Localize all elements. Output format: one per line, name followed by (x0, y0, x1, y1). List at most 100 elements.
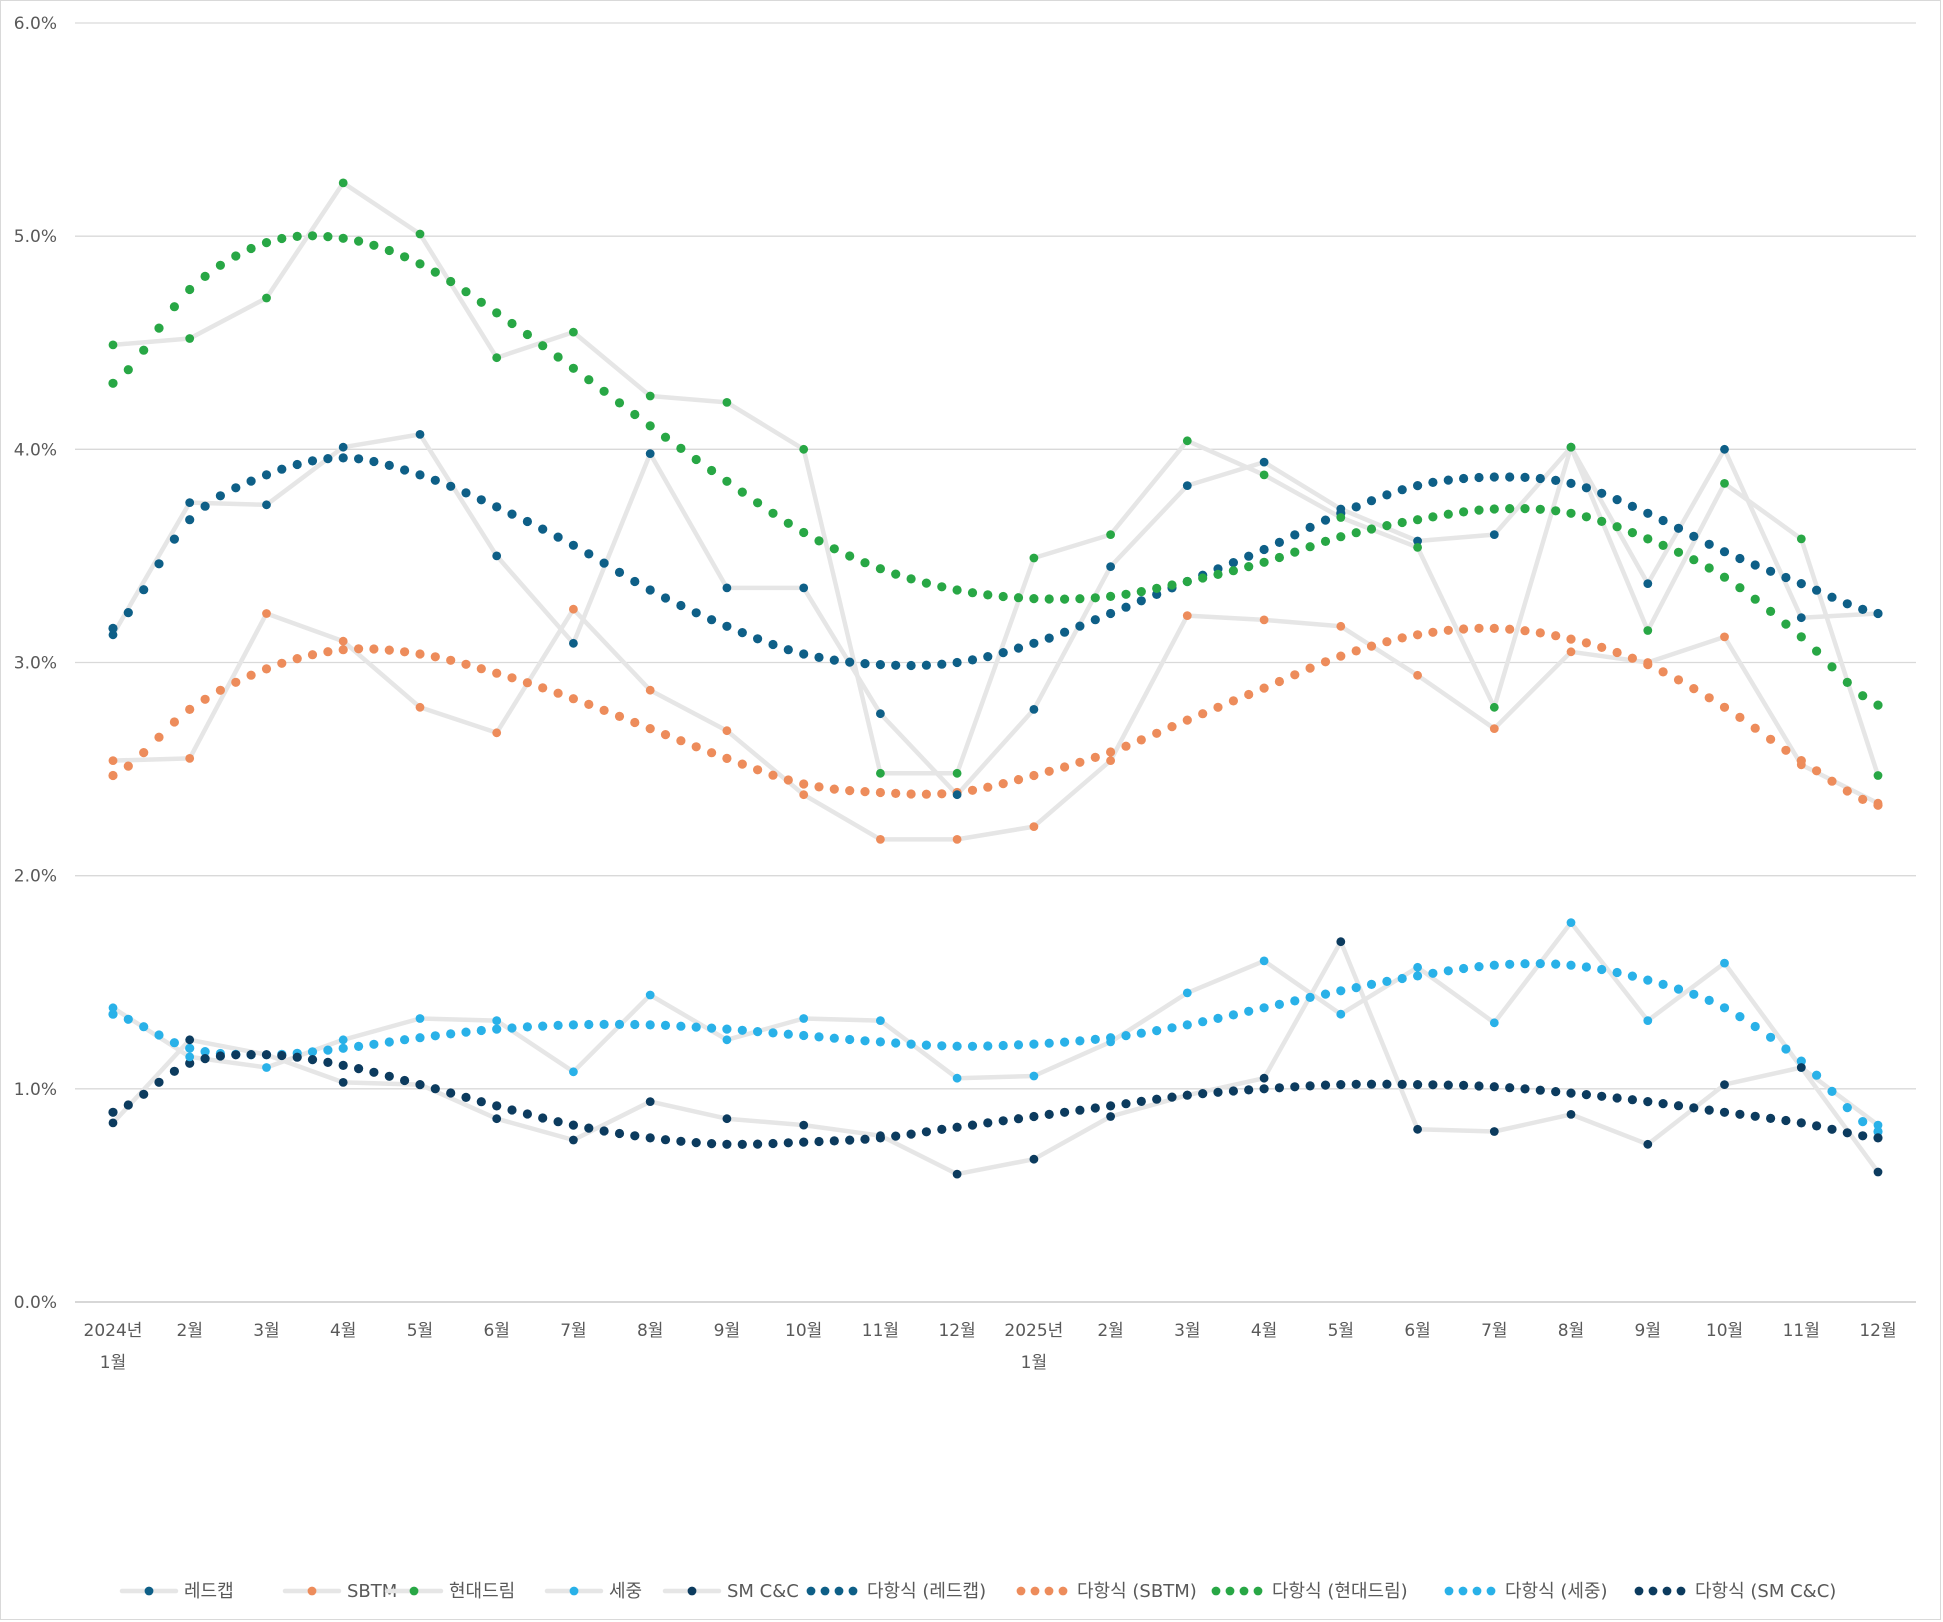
trend-dot (799, 779, 809, 789)
trend-dot (860, 1134, 870, 1144)
legend-swatch-marker (307, 1586, 317, 1596)
trend-dot (753, 1139, 763, 1149)
trend-dot (1459, 507, 1469, 517)
trend-dot (492, 1101, 502, 1111)
data-point (185, 1052, 195, 1062)
trend-dot (538, 1021, 548, 1031)
trend-dot (1873, 700, 1883, 710)
trend-dot (154, 1077, 164, 1087)
data-point (952, 1073, 962, 1083)
trend-dot (1259, 683, 1269, 693)
trend-dot (783, 645, 793, 655)
trend-dot (783, 1029, 793, 1039)
trend-dot (1244, 551, 1254, 561)
trend-dot (1228, 558, 1238, 568)
trend-dot (1366, 641, 1377, 651)
trend-dot (630, 1131, 640, 1141)
legend-label: 레드캡 (184, 1581, 234, 1602)
data-point (569, 1135, 578, 1145)
data-point (108, 630, 118, 640)
trend-dot (1535, 473, 1545, 484)
trend-dot (1612, 967, 1622, 978)
trend-dot (1443, 1080, 1453, 1090)
legend-swatch-dot (1486, 1586, 1496, 1596)
legend-label: 다항식 (레드캡) (867, 1581, 986, 1602)
series-line (110, 432, 1881, 797)
trend-dot (384, 1071, 394, 1081)
trend-dot (1366, 979, 1377, 990)
trend-dot (1290, 996, 1300, 1006)
trend-dot (430, 267, 440, 277)
trend-dot (937, 582, 947, 592)
trend-dot (1704, 563, 1714, 573)
trend-dot (1535, 504, 1545, 514)
legend-swatch-dot (1058, 1586, 1068, 1596)
trend-dot (1719, 547, 1730, 557)
legend-swatch-dot (1472, 1586, 1482, 1596)
trend-dot (1244, 1085, 1254, 1095)
trend-dot (1689, 531, 1699, 542)
data-point (722, 726, 732, 736)
legend-item: SBTM (282, 1581, 397, 1602)
trend-dot (323, 1057, 333, 1067)
trend-dot (231, 1050, 241, 1060)
trend-dot (645, 1020, 655, 1030)
legend-swatch-dot (1662, 1586, 1672, 1596)
trend-dot (1474, 505, 1484, 515)
trend-dot (814, 652, 824, 663)
trend-dot (1228, 1086, 1238, 1096)
trend-dot (1413, 515, 1423, 525)
trend-dot (1581, 1090, 1591, 1100)
y-tick-label: 5.0% (14, 227, 57, 247)
data-point (1029, 1071, 1039, 1081)
data-point (876, 1016, 885, 1025)
trend-dot (1704, 1105, 1714, 1115)
trend-dot (921, 789, 932, 799)
trend-dot (1489, 1082, 1499, 1092)
trend-dot (1735, 1109, 1745, 1119)
trend-dot (891, 660, 901, 670)
trend-dot (584, 699, 594, 710)
trend-dot (415, 470, 425, 480)
trend-dot (1290, 547, 1300, 557)
data-point (108, 340, 118, 350)
trend-dot (676, 443, 686, 453)
trend-dot (1766, 566, 1776, 576)
trend-dot (538, 1113, 548, 1123)
legend-swatch-dot (806, 1586, 816, 1596)
trend-dot (430, 652, 440, 662)
trend-dot (829, 655, 839, 665)
trend-dot (614, 711, 625, 722)
trend-dot (1520, 959, 1530, 969)
trend-dot (1106, 747, 1116, 757)
trend-dot (369, 644, 379, 654)
trend-dot (568, 363, 579, 373)
trend-dot (998, 1116, 1008, 1126)
trend-dot (707, 615, 717, 625)
gridlines (75, 22, 1916, 1303)
trend-dot (1351, 502, 1361, 512)
x-tick-label: 8월 (1558, 1321, 1584, 1341)
trend-dot (1213, 702, 1223, 712)
x-tick-label: 2025년 (1004, 1321, 1063, 1341)
trend-dot (707, 1023, 717, 1033)
data-point (1566, 442, 1576, 452)
trend-dot (1812, 1121, 1822, 1131)
legend-swatch-dot (1444, 1586, 1454, 1596)
trend-dot (1320, 515, 1331, 525)
legend-label: 다항식 (세중) (1505, 1581, 1608, 1602)
trend-dot (492, 502, 502, 512)
trend-dot (123, 761, 133, 771)
data-point (722, 583, 732, 593)
trend-dot (354, 236, 364, 246)
data-point (338, 1035, 348, 1045)
trend-dot (446, 1088, 456, 1098)
data-point (1489, 1018, 1499, 1028)
x-tick-label: 5월 (1328, 1321, 1354, 1341)
y-tick-label: 4.0% (14, 440, 57, 460)
data-point (492, 353, 502, 363)
trend-dot (246, 243, 256, 254)
data-point (492, 1016, 502, 1025)
trend-dot (860, 659, 870, 669)
